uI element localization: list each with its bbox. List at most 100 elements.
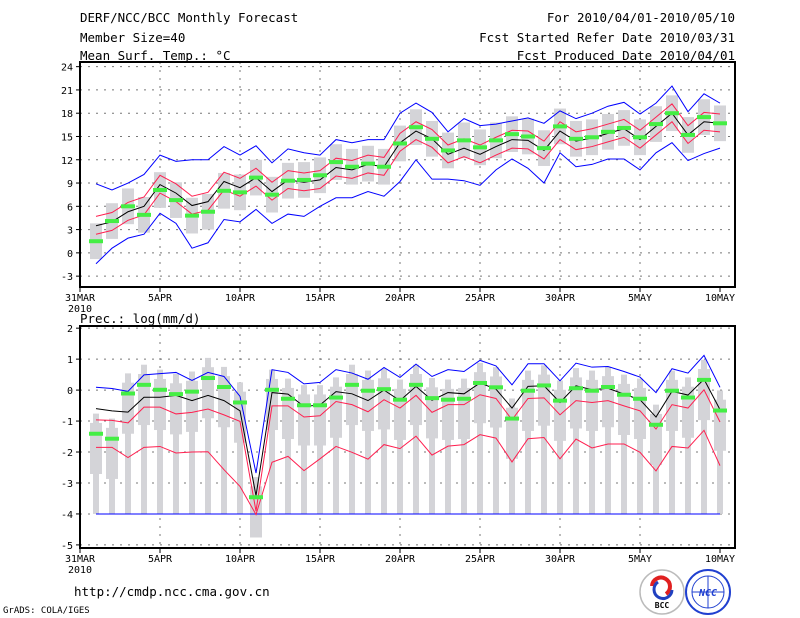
series-line-lower	[96, 429, 721, 516]
whisker-bar	[173, 373, 179, 514]
observed-mark	[201, 209, 215, 214]
fcst-started-date: Fcst Started Refer Date 2010/03/31	[479, 30, 735, 45]
observed-mark	[633, 396, 647, 401]
series-line-mean	[95, 378, 721, 496]
whisker-bar	[573, 368, 579, 514]
observed-mark	[665, 111, 679, 116]
box-bar	[298, 394, 310, 446]
x-tick-label: 5MAY	[628, 293, 652, 304]
observed-mark	[681, 395, 695, 400]
series-line-upper	[95, 388, 721, 512]
y-tick-label: -3	[61, 272, 73, 283]
observed-mark	[377, 164, 391, 169]
observed-mark	[649, 122, 663, 127]
observed-mark	[505, 132, 519, 137]
observed-mark	[441, 397, 455, 402]
whisker-bar	[125, 373, 131, 514]
y-tick-label: -5	[61, 541, 73, 552]
observed-mark	[121, 391, 135, 396]
whisker-bar	[189, 371, 195, 514]
observed-mark	[617, 125, 631, 130]
observed-mark	[361, 161, 375, 166]
whisker-bar	[237, 382, 243, 514]
series-line-mean	[95, 112, 721, 227]
whisker-bar	[381, 369, 387, 514]
y-tick-label: 9	[67, 179, 73, 190]
observed-mark	[393, 397, 407, 402]
whisker-bar	[269, 369, 275, 514]
observed-mark	[217, 384, 231, 389]
plot-frame	[79, 325, 736, 549]
box-bar	[346, 373, 358, 426]
temperature-chart: 24 21 18 15 12 9 6 3 0 -3 31MAR 5APR 10APR 15APR 20APR…	[61, 61, 736, 315]
observed-mark	[329, 395, 343, 400]
y-tick-label: -2	[61, 448, 73, 459]
whisker-bar	[285, 378, 291, 514]
whisker-bar	[365, 370, 371, 514]
observed-mark	[473, 145, 487, 150]
observed-mark	[105, 436, 119, 441]
observed-mark	[249, 495, 263, 500]
whisker-bar	[445, 379, 451, 514]
box-bar	[90, 422, 102, 474]
ncc-logo: NCC	[685, 569, 731, 615]
grads-credit: GrADS: COLA/IGES	[3, 606, 90, 616]
observed-mark	[713, 408, 727, 413]
x-tick-label: 15APR	[305, 554, 336, 565]
y-tick-label: 2	[67, 324, 73, 335]
y-tick-label: 24	[61, 63, 73, 74]
observed-mark	[409, 382, 423, 387]
forecast-period: For 2010/04/01-2010/05/10	[547, 10, 735, 25]
observed-mark	[89, 431, 103, 436]
observed-mark	[233, 190, 247, 195]
whisker-bar	[157, 369, 163, 514]
series-line-max	[95, 85, 721, 191]
observed-mark	[457, 396, 471, 401]
observed-mark	[169, 198, 183, 203]
x-tick-label: 5APR	[148, 554, 173, 565]
observed-mark	[713, 121, 727, 126]
observed-mark	[153, 188, 167, 193]
whisker-bar	[525, 370, 531, 514]
observed-mark	[121, 204, 135, 209]
x-tick-label: 10MAY	[705, 554, 735, 565]
ncc-logo-text: NCC	[698, 588, 717, 599]
x-tick-label: 20APR	[385, 293, 416, 304]
observed-mark	[585, 135, 599, 140]
observed-mark	[233, 400, 247, 405]
observed-mark	[521, 134, 535, 139]
whisker-bar	[141, 364, 147, 514]
observed-mark	[505, 416, 519, 421]
y-tick-label: -4	[61, 510, 73, 521]
observed-mark	[697, 377, 711, 382]
plot-frame	[79, 61, 736, 288]
observed-mark	[265, 192, 279, 197]
observed-mark	[601, 384, 615, 389]
whisker-bar	[301, 385, 307, 514]
x-tick-label: 30APR	[545, 554, 576, 565]
observed-mark	[185, 389, 199, 394]
observed-mark	[489, 385, 503, 390]
observed-mark	[697, 115, 711, 120]
observed-mark	[489, 138, 503, 143]
observed-mark	[217, 188, 231, 193]
x-tick-label: 10APR	[225, 293, 256, 304]
box-bar	[138, 373, 150, 426]
observed-mark	[169, 392, 183, 397]
x-tick-label: 20APR	[385, 554, 416, 565]
observed-mark	[537, 146, 551, 151]
whisker-bar	[669, 370, 675, 514]
whisker-bar	[477, 362, 483, 514]
box-bar	[458, 387, 470, 440]
bcc-logo-text: BCC	[655, 601, 670, 610]
whisker-bar	[333, 377, 339, 514]
observed-mark	[601, 129, 615, 134]
y-tick-label: 12	[61, 156, 73, 167]
y-tick-label: 0	[67, 386, 73, 397]
whisker-bar	[637, 378, 643, 514]
observed-mark	[441, 148, 455, 153]
whisker-bar	[557, 380, 563, 514]
website-url[interactable]: http://cmdp.ncc.cma.gov.cn	[74, 584, 270, 599]
observed-mark	[409, 125, 423, 130]
